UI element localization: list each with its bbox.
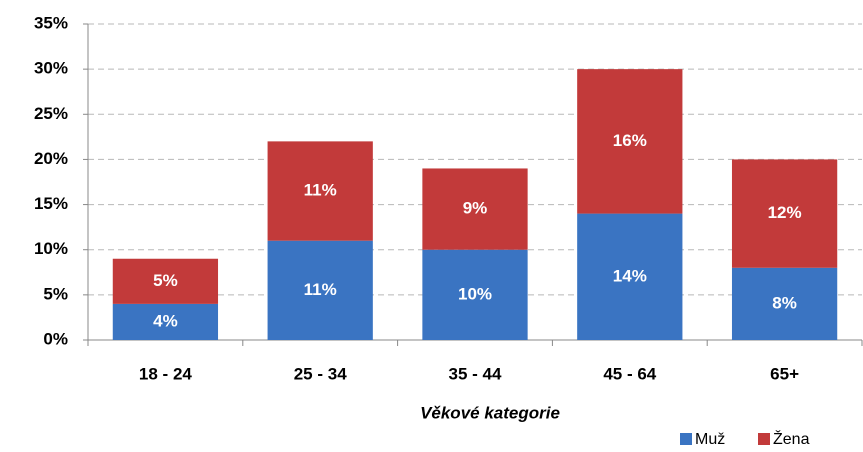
- x-axis-label: Věkové kategorie: [420, 403, 560, 422]
- legend-swatch: [680, 433, 692, 445]
- bar-segment: [577, 213, 683, 340]
- x-tick-label: 25 - 34: [294, 364, 347, 383]
- x-tick-label: 45 - 64: [603, 364, 656, 383]
- value-label: 4%: [153, 311, 178, 330]
- legend-label: Žena: [773, 429, 810, 448]
- bar-segment: [422, 168, 528, 250]
- bar-segment: [112, 303, 219, 340]
- bar-segment: [267, 240, 373, 340]
- y-tick-label: 0%: [43, 329, 68, 348]
- legend-label: Muž: [695, 431, 725, 448]
- bar-segment: [577, 69, 683, 214]
- bar-segment: [112, 258, 219, 304]
- value-label: 9%: [463, 199, 488, 218]
- y-tick-label: 10%: [34, 239, 68, 258]
- y-tick-label: 5%: [43, 284, 68, 303]
- y-tick-label: 15%: [34, 194, 68, 213]
- bar-segment: [731, 267, 838, 340]
- value-label: 8%: [772, 293, 797, 312]
- bar-segment: [731, 159, 838, 268]
- value-label: 11%: [304, 181, 337, 200]
- value-label: 16%: [613, 131, 647, 150]
- value-label: 14%: [613, 266, 647, 285]
- x-tick-label: 35 - 44: [449, 364, 502, 383]
- value-label: 12%: [768, 203, 802, 222]
- bar-segment: [267, 141, 373, 241]
- y-tick-label: 25%: [34, 104, 68, 123]
- y-tick-label: 35%: [34, 13, 68, 32]
- value-label: 5%: [153, 271, 178, 290]
- y-tick-label: 30%: [34, 59, 68, 78]
- legend-swatch: [758, 433, 770, 445]
- value-label: 10%: [458, 284, 492, 303]
- value-label: 11%: [304, 280, 337, 299]
- bar-segment: [422, 249, 528, 340]
- x-tick-label: 18 - 24: [139, 364, 192, 383]
- y-tick-label: 20%: [34, 149, 68, 168]
- x-tick-label: 65+: [770, 364, 799, 383]
